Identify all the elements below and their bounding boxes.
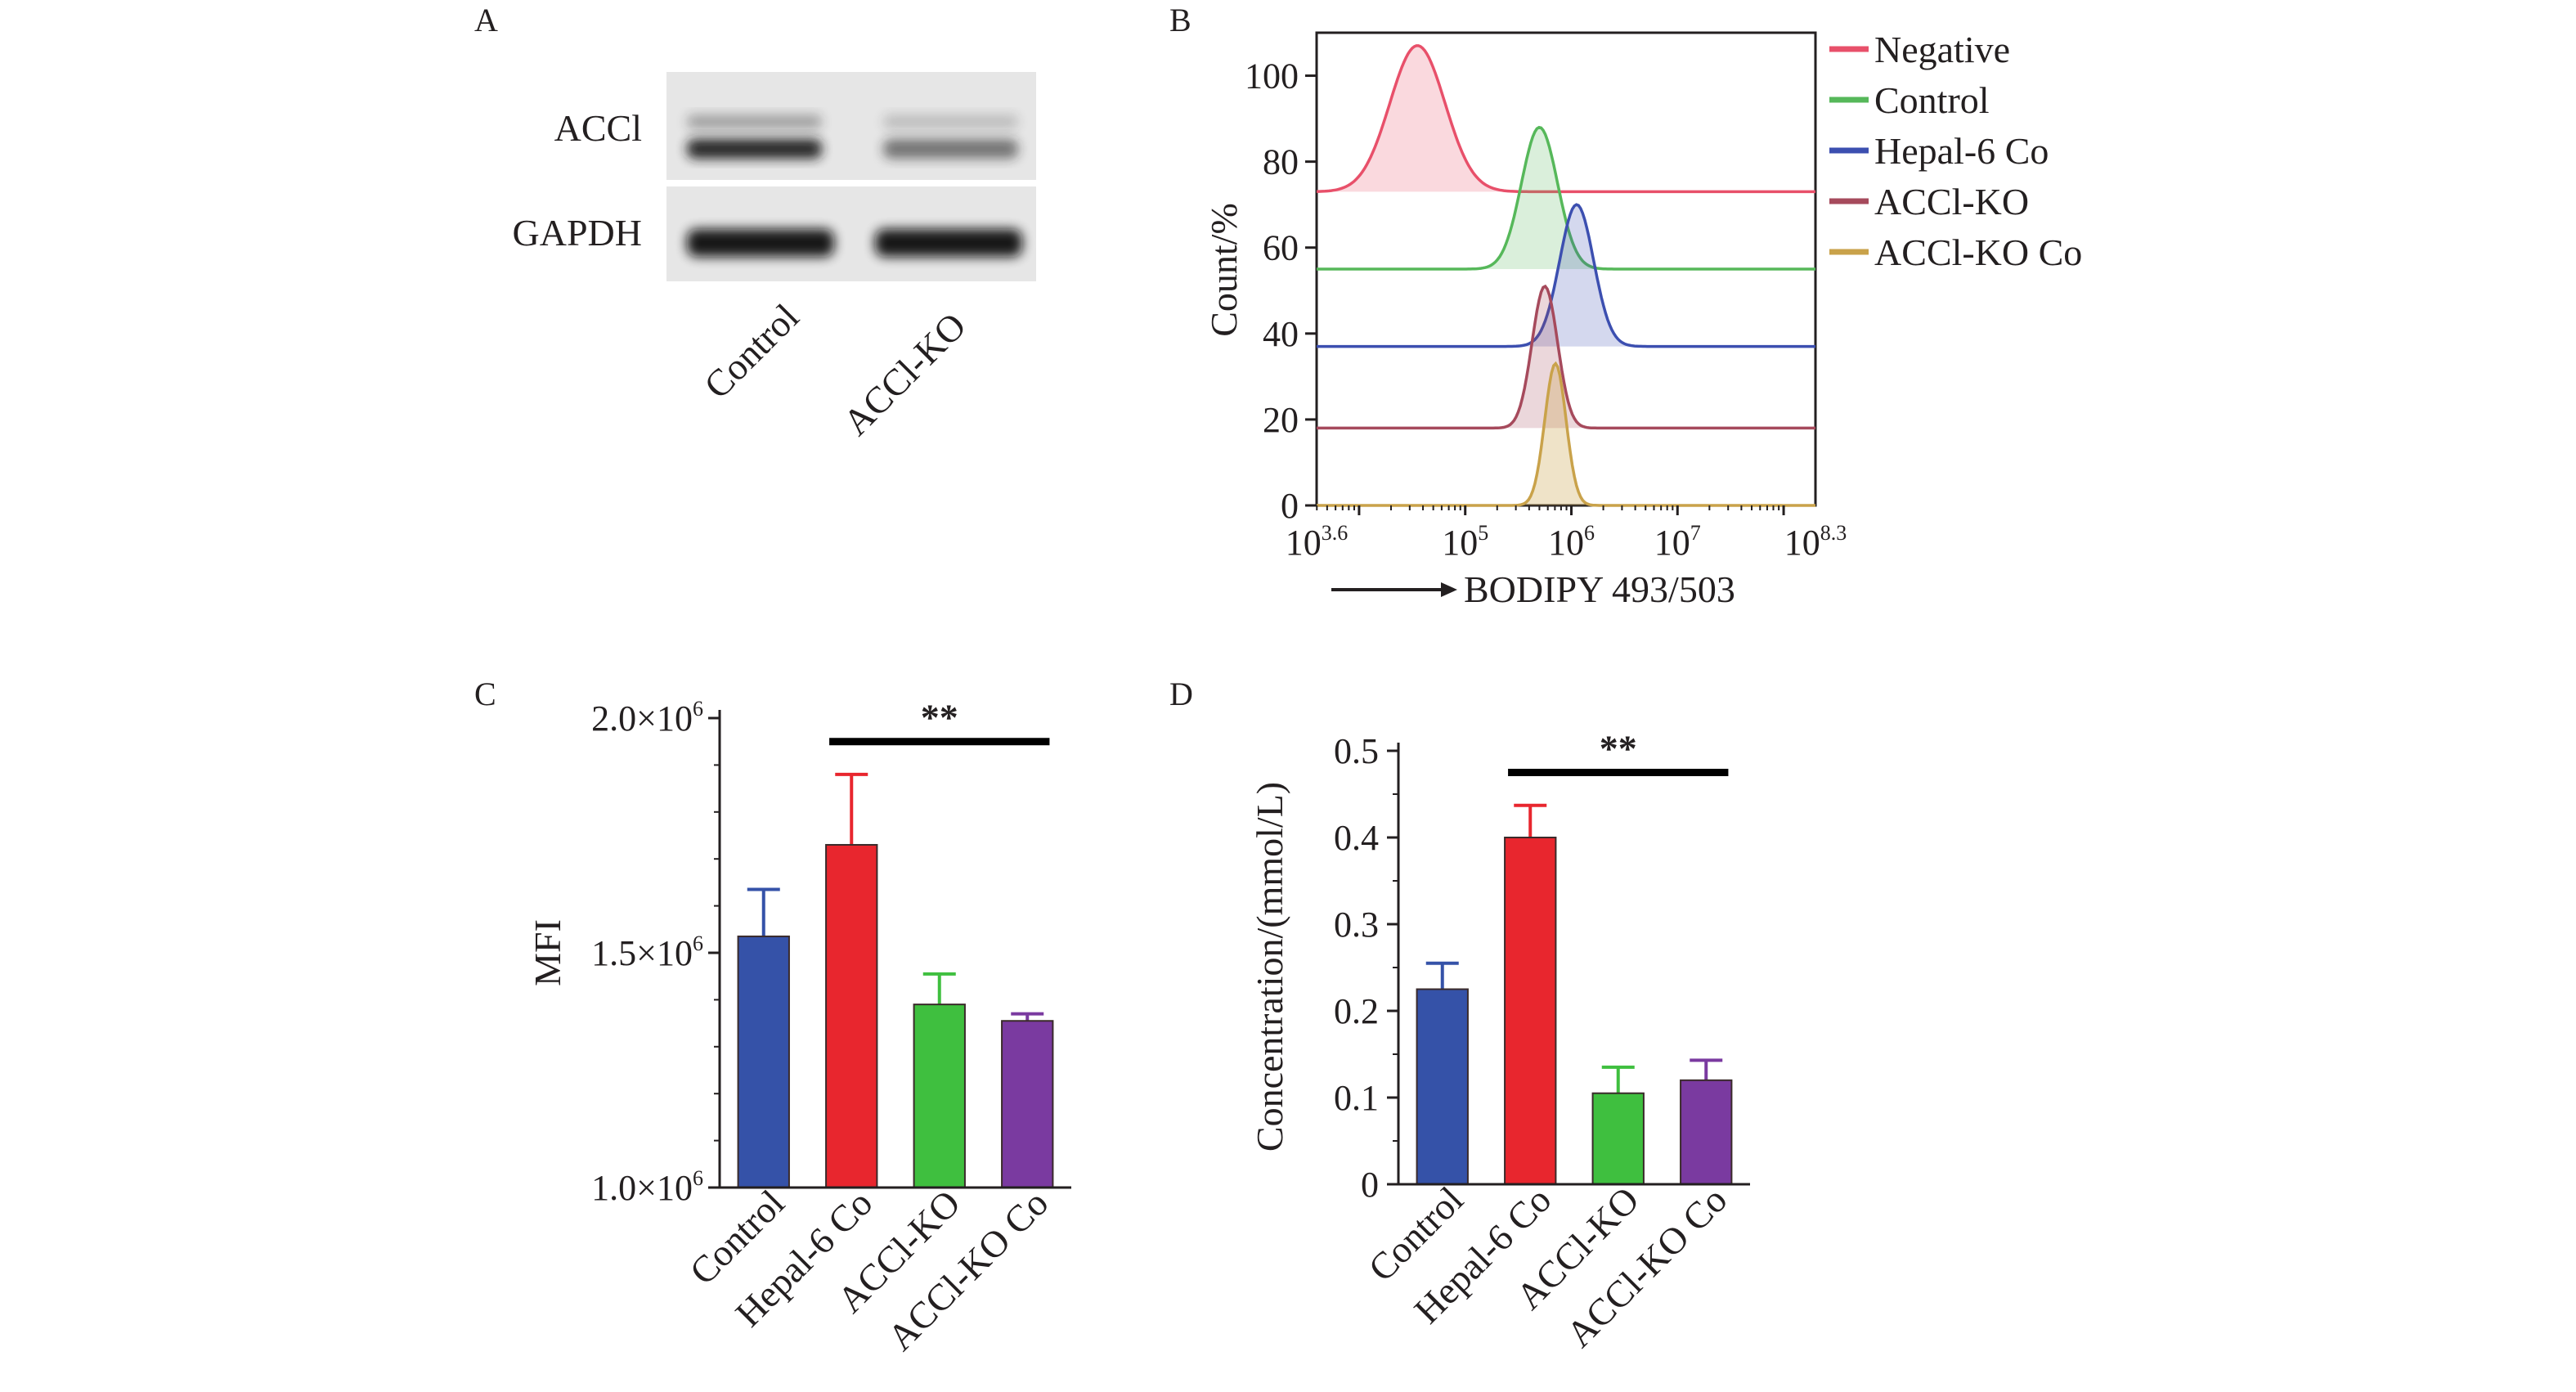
blot-band-accl-lane-1 [687,139,822,159]
histogram-curve-accl-ko [1317,284,1815,430]
blot-band-accl-lane-2 [883,139,1018,159]
concentration-y-ticks: 0 0.1 0.2 0.3 0.4 0.5 [1334,731,1398,1205]
histogram-x-tick-base: 10 [1442,523,1478,563]
lane-label-control: Control [696,296,806,406]
blot-bands [687,115,1022,257]
histogram-x-arrowhead [1441,582,1457,597]
concentration-y-tick-label: 0 [1361,1165,1379,1205]
panel-b-letter: B [1169,2,1192,38]
histogram-x-tick-exponent: 5 [1478,521,1488,545]
blot-label-accl: ACCl [554,107,642,149]
blot-band-accl-upper-lane-1 [687,115,822,129]
histogram-x-tick-base: 10 [1654,523,1690,563]
histogram-fill-negative [1329,45,1506,192]
histogram-x-axis-label: BODIPY 493/503 [1464,568,1735,610]
mfi-y-tick-times: × [636,1168,657,1208]
bar-accl-ko [913,1004,966,1189]
histogram-x-tick-label: 106 [1548,521,1595,563]
significance-marker: ** [1600,728,1637,770]
concentration-y-tick-label: 0.4 [1334,818,1379,858]
bar-control [737,935,790,1189]
histogram-x-tick-exponent: 3.6 [1322,521,1349,545]
histogram-curve-hepal-6-co [1317,203,1815,348]
histogram-curve-negative [1316,44,1815,194]
mfi-y-tick-label: 1.5×106 [591,932,703,973]
concentration-y-axis-label: Concentration/(mmol/L) [1249,782,1290,1152]
legend-label-accl-ko: ACCl-KO [1874,181,2029,222]
histogram-curve-accl-ko-co [1317,361,1815,507]
mfi-y-tick-base: 10 [657,933,693,973]
mfi-y-tick-exponent: 6 [693,697,703,721]
histogram-y-tick-label: 40 [1263,314,1299,354]
mfi-y-tick-mantissa: 1.0 [591,1168,636,1208]
histogram-x-tick-label: 107 [1654,521,1701,563]
histogram-curves [1316,44,1815,507]
bar-accl-ko [1591,1092,1645,1185]
panel-c-letter: C [474,676,496,712]
blot-band-gapdh-lane-1 [687,229,834,257]
mfi-y-tick-times: × [636,933,657,973]
concentration-y-tick-label: 0.1 [1334,1078,1379,1118]
histogram-x-tick-base: 10 [1548,523,1584,563]
legend-label-control: Control [1874,79,1990,121]
mfi-y-tick-mantissa: 1.5 [591,933,636,973]
histogram-legend: Negative Control Hepal-6 Co ACCl-KO ACCl-KO … [1829,29,2082,273]
blot-band-gapdh-lane-2 [875,229,1022,257]
bar-control [1416,988,1469,1185]
histogram-x-tick-label: 103.6 [1286,521,1349,563]
bar-hepal-6-co [1504,837,1557,1185]
histogram-y-ticks: 0 20 40 60 80 100 [1245,56,1317,526]
concentration-y-tick-label: 0.2 [1334,991,1379,1031]
legend-label-accl-ko-co: ACCl-KO Co [1874,231,2082,273]
panel-d-concentration-bar-chart: D Concentration/(mmol/L) 0 0.1 0.2 0.3 0.4 0.… [1169,676,1750,1355]
histogram-y-tick-label: 0 [1281,486,1299,526]
histogram-y-tick-label: 20 [1263,400,1299,440]
concentration-y-tick-label: 0.3 [1334,905,1379,945]
histogram-curve-control [1317,125,1815,271]
mfi-y-tick-base: 10 [657,698,693,739]
bar-accl-ko-co [1680,1079,1733,1186]
histogram-y-axis-label: Count/% [1203,203,1245,337]
histogram-y-tick-label: 80 [1263,142,1299,182]
mfi-y-tick-base: 10 [657,1168,693,1208]
blot-label-gapdh: GAPDH [513,212,642,254]
panel-a-western-blot: A ACCl GAPDH Control ACCl-KO [474,2,1036,443]
lane-label-acclko: ACCl-KO [835,304,974,443]
mfi-y-tick-times: × [636,698,657,739]
mfi-y-tick-exponent: 6 [693,932,703,955]
panel-a-letter: A [474,2,498,38]
concentration-y-tick-label: 0.5 [1334,731,1379,771]
histogram-x-tick-base: 10 [1784,523,1820,563]
bar-hepal-6-co [825,843,878,1188]
mfi-y-tick-mantissa: 2.0 [591,698,636,739]
mfi-y-axis-label: MFI [527,919,568,986]
legend-label-negative: Negative [1874,29,2010,70]
histogram-x-tick-label: 108.3 [1784,521,1847,563]
histogram-y-tick-label: 60 [1263,228,1299,268]
histogram-y-tick-label: 100 [1245,56,1299,97]
mfi-y-tick-label: 1.0×106 [591,1166,703,1208]
mfi-y-tick-label: 2.0×106 [591,697,703,739]
panel-d-letter: D [1169,676,1193,712]
histogram-x-tick-exponent: 7 [1690,521,1701,545]
histogram-x-tick-exponent: 8.3 [1820,521,1847,545]
significance-marker: ** [921,697,958,739]
histogram-x-ticks: 103.6 105 106 107 108.3 [1286,505,1847,563]
histogram-x-tick-exponent: 6 [1584,521,1595,545]
blot-band-accl-upper-lane-2 [883,115,1018,129]
legend-label-hepal-6-co: Hepal-6 Co [1874,130,2049,172]
bar-accl-ko-co [1001,1020,1054,1188]
histogram-x-tick-label: 105 [1442,521,1488,563]
mfi-y-tick-exponent: 6 [693,1166,703,1190]
histogram-x-tick-base: 10 [1286,523,1322,563]
